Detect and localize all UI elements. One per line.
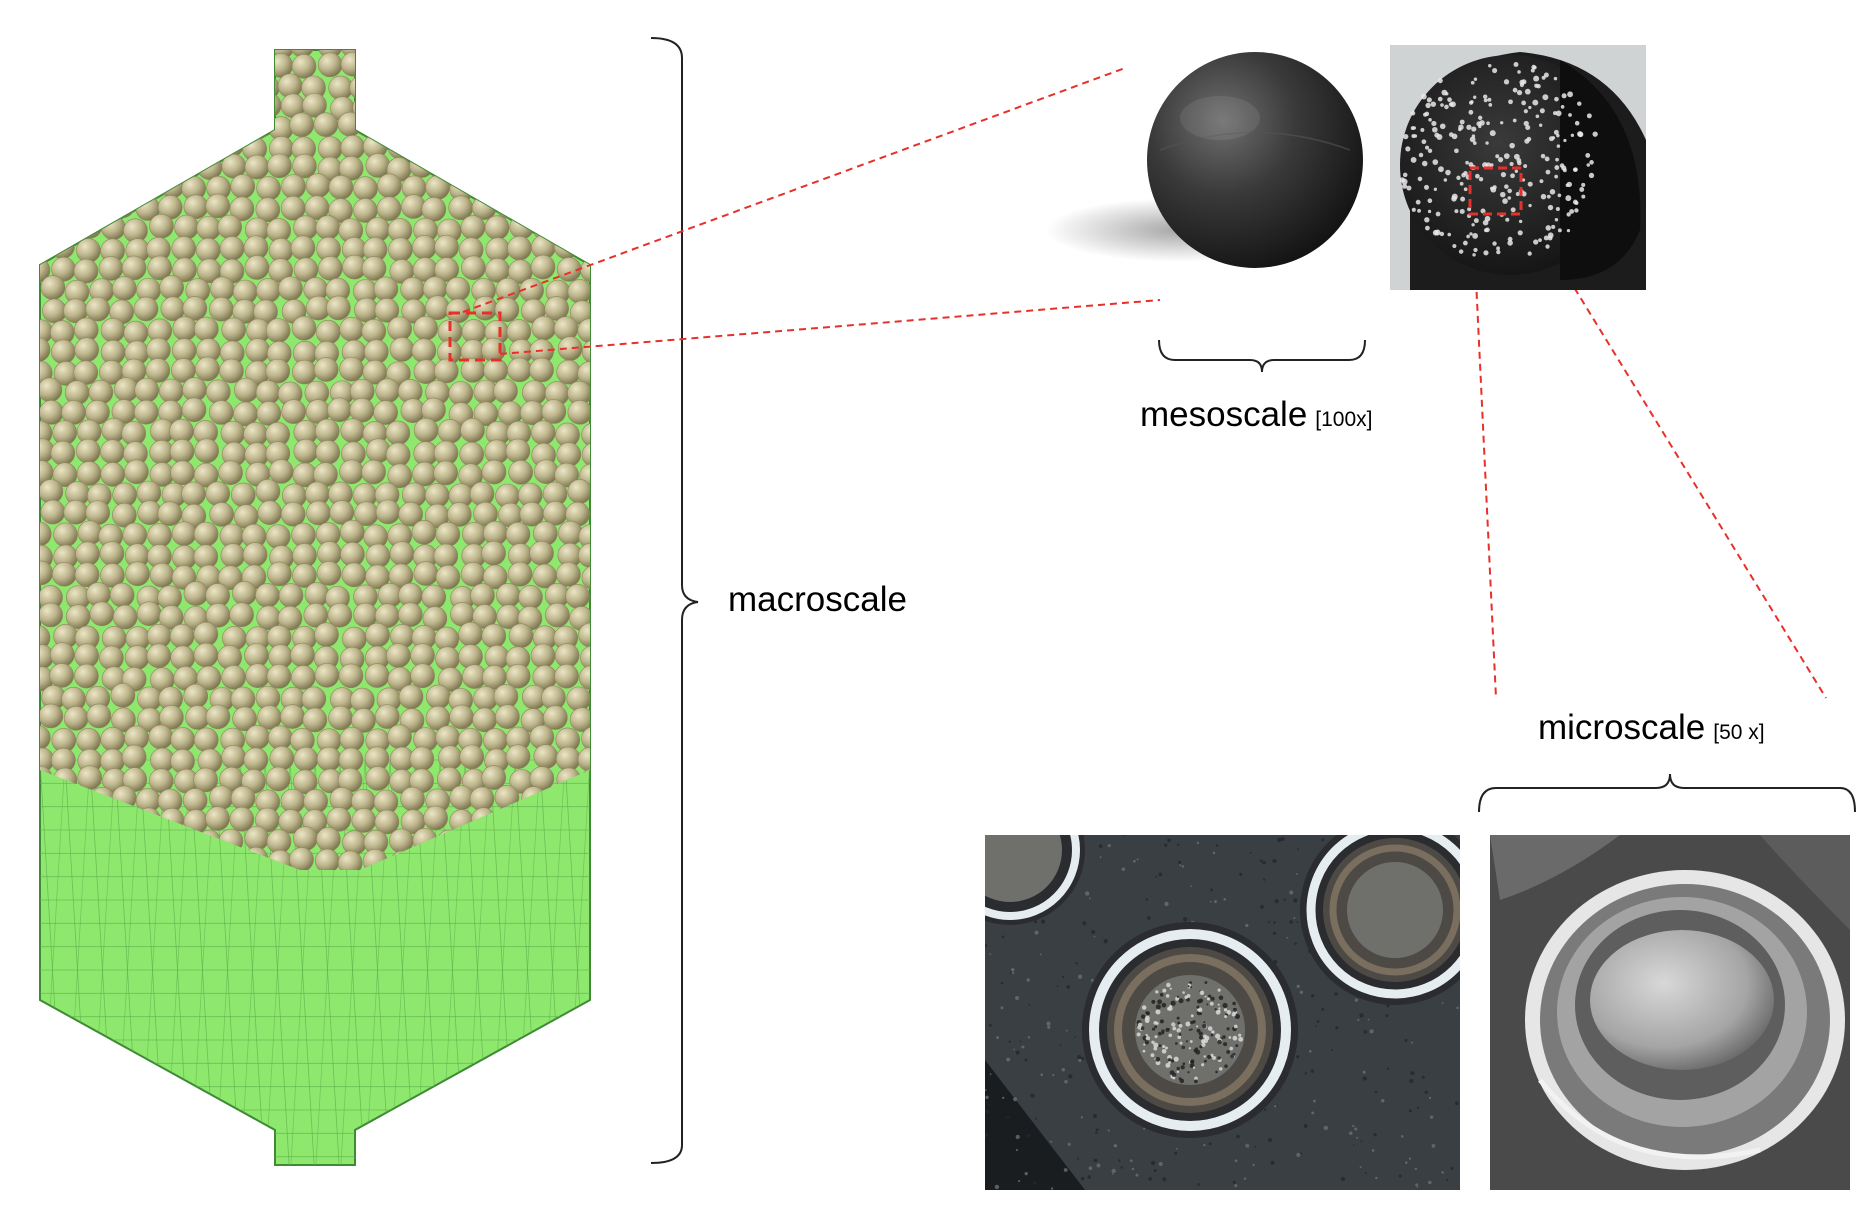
microscale-bracket: [1478, 773, 1856, 813]
microscale-text: microscale: [1538, 708, 1706, 747]
cut-sphere-photo: [1390, 45, 1646, 290]
mesoscale-factor: [100x]: [1315, 408, 1373, 431]
zoom-box-macro: [448, 311, 502, 362]
macroscale-bracket: [650, 37, 699, 1164]
triso-ring-center: [1082, 922, 1298, 1138]
mesoscale-label: mesoscale [100x]: [1140, 395, 1373, 435]
pebble-bed-reactor-image: [39, 49, 591, 1166]
mesoscale-text: mesoscale: [1140, 395, 1308, 434]
triso-particle-sem-image: [1490, 835, 1850, 1190]
macroscale-label: macroscale: [728, 580, 907, 620]
microscale-factor: [50 x]: [1713, 721, 1765, 744]
triso-ring-right: [1300, 835, 1460, 1005]
graphite-sphere-photo: [1045, 52, 1363, 268]
macroscale-text: macroscale: [728, 580, 907, 619]
triso-ring-topleft: [985, 835, 1085, 925]
triso-cross-section-micrograph: [985, 835, 1460, 1190]
microscale-label: microscale [50 x]: [1538, 708, 1765, 748]
mesoscale-bracket: [1158, 339, 1366, 373]
